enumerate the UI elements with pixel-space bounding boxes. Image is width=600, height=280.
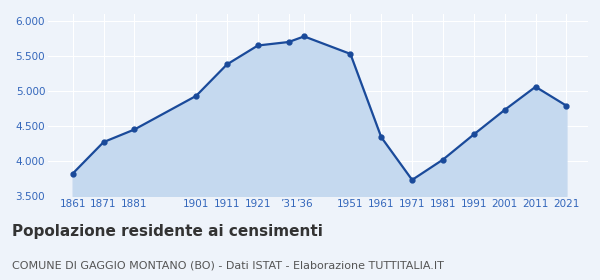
Text: COMUNE DI GAGGIO MONTANO (BO) - Dati ISTAT - Elaborazione TUTTITALIA.IT: COMUNE DI GAGGIO MONTANO (BO) - Dati IST… bbox=[12, 260, 444, 270]
Text: Popolazione residente ai censimenti: Popolazione residente ai censimenti bbox=[12, 224, 323, 239]
